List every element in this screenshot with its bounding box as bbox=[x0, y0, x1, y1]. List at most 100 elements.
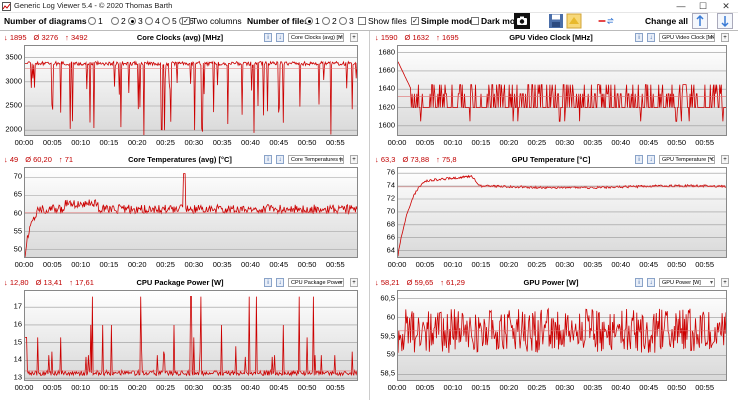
x-tick-label: 00:30 bbox=[555, 138, 575, 147]
stat-avg: Ø 59,65 bbox=[406, 278, 434, 287]
info-button[interactable]: i bbox=[635, 278, 643, 287]
diagram-stats: ↓ 63,3 Ø 73,88 ↑ 75,8 bbox=[375, 155, 464, 164]
x-tick-label: 00:40 bbox=[611, 260, 631, 269]
stat-avg: Ø 60,20 bbox=[25, 155, 52, 164]
toolbar: Number of diagrams 1 2 3 4 5 6 ✓ Two col… bbox=[0, 13, 738, 30]
diagram-menu-button[interactable]: + bbox=[721, 33, 729, 42]
diagram-title: GPU Power [W] bbox=[523, 278, 579, 287]
y-tick-label: 50 bbox=[13, 244, 22, 254]
diagram-header: ↓ 49 Ø 60,20 ↑ 71 Core Temperatures (avg) [… bbox=[0, 153, 360, 166]
diagram-menu-button[interactable]: + bbox=[350, 278, 358, 287]
arrow-up-icon[interactable] bbox=[692, 13, 708, 29]
series-select[interactable]: GPU Power [W] bbox=[659, 278, 715, 287]
diagram-panel-cpu-power: ↓ 12,80 Ø 13,41 ↑ 17,61 CPU Package Power [… bbox=[0, 276, 360, 394]
x-tick-label: 00:15 bbox=[471, 260, 491, 269]
stat-max: ↑ 3492 bbox=[65, 33, 88, 42]
toolbar-divider bbox=[0, 30, 738, 31]
info-button[interactable]: i bbox=[264, 33, 272, 42]
diagram-menu-button[interactable]: + bbox=[721, 155, 729, 164]
y-tick-label: 1660 bbox=[378, 65, 395, 75]
stat-avg: Ø 13,41 bbox=[35, 278, 63, 287]
stat-min: ↓ 1895 bbox=[4, 33, 27, 42]
dark-mode-checkbox[interactable] bbox=[471, 17, 479, 25]
diagram-stats: ↓ 12,80 Ø 13,41 ↑ 17,61 bbox=[4, 278, 101, 287]
maximize-button[interactable]: ☐ bbox=[698, 1, 708, 11]
series-select[interactable]: GPU Temperature [°C] bbox=[659, 155, 715, 164]
series-line bbox=[398, 174, 726, 257]
diagram-header: ↓ 1590 Ø 1632 ↑ 1695 GPU Video Clock [MHz] i… bbox=[371, 31, 731, 44]
info-button[interactable]: i bbox=[635, 33, 643, 42]
simple-mode-checkbox[interactable]: ✓ bbox=[411, 17, 419, 25]
show-files-checkbox[interactable] bbox=[358, 17, 366, 25]
arrow-down-button[interactable]: ↓ bbox=[647, 155, 655, 164]
diagram-header: ↓ 58,21 Ø 59,65 ↑ 61,29 GPU Power [W] i ↓ GPU … bbox=[371, 276, 731, 289]
y-tick-label: 55 bbox=[13, 226, 22, 236]
x-tick-label: 00:40 bbox=[241, 383, 260, 392]
y-tick-label: 13 bbox=[13, 372, 22, 382]
save-icon[interactable] bbox=[548, 13, 564, 29]
diagrams-option-1: 1 bbox=[98, 16, 103, 26]
arrow-down-button[interactable]: ↓ bbox=[276, 155, 284, 164]
x-tick-label: 00:35 bbox=[583, 260, 603, 269]
files-radio-2[interactable] bbox=[322, 17, 330, 25]
diagram-header: ↓ 1895 Ø 3276 ↑ 3492 Core Clocks (avg) [MHz… bbox=[0, 31, 360, 44]
minimize-button[interactable]: — bbox=[676, 1, 686, 11]
chart-plot-area[interactable] bbox=[397, 167, 727, 258]
diagrams-radio-4[interactable] bbox=[145, 17, 153, 25]
folder-icon[interactable] bbox=[566, 13, 582, 29]
arrow-down-button[interactable]: ↓ bbox=[647, 278, 655, 287]
camera-icon[interactable] bbox=[514, 13, 530, 29]
diagram-header: ↓ 63,3 Ø 73,88 ↑ 75,8 GPU Temperature [°C] i… bbox=[371, 153, 731, 166]
diagram-menu-button[interactable]: + bbox=[350, 155, 358, 164]
diagram-panel-gpu-video-clock: ↓ 1590 Ø 1632 ↑ 1695 GPU Video Clock [MHz] i… bbox=[371, 31, 731, 149]
y-tick-label: 76 bbox=[386, 167, 395, 177]
files-radio-3[interactable] bbox=[339, 17, 347, 25]
y-tick-label: 3500 bbox=[5, 52, 22, 62]
arrow-down-button[interactable]: ↓ bbox=[276, 33, 284, 42]
diagrams-option-4: 4 bbox=[155, 16, 160, 26]
chart-plot-area[interactable] bbox=[397, 290, 727, 381]
stat-max: ↑ 61,29 bbox=[440, 278, 465, 287]
x-tick-label: 00:50 bbox=[667, 383, 687, 392]
arrow-down-icon[interactable] bbox=[717, 13, 733, 29]
chart-plot-area[interactable] bbox=[24, 167, 358, 258]
chart-plot-area[interactable] bbox=[24, 290, 358, 381]
diagrams-radio-5[interactable] bbox=[162, 17, 170, 25]
files-radio-1[interactable] bbox=[305, 17, 313, 25]
chart-plot-area[interactable] bbox=[397, 45, 727, 136]
diagram-menu-button[interactable]: + bbox=[350, 33, 358, 42]
x-tick-label: 00:10 bbox=[443, 138, 463, 147]
x-tick-label: 00:45 bbox=[639, 260, 659, 269]
x-tick-label: 00:30 bbox=[555, 260, 575, 269]
x-tick-label: 00:00 bbox=[14, 138, 34, 147]
info-button[interactable]: i bbox=[264, 278, 272, 287]
series-select[interactable]: CPU Package Power [W] bbox=[288, 278, 344, 287]
diagrams-radio-1[interactable] bbox=[88, 17, 96, 25]
x-tick-label: 00:45 bbox=[639, 383, 659, 392]
info-button[interactable]: i bbox=[264, 155, 272, 164]
series-select[interactable]: Core Temperatures (avg) [°C] bbox=[288, 155, 344, 164]
x-tick-label: 00:10 bbox=[443, 383, 463, 392]
arrow-down-button[interactable]: ↓ bbox=[276, 278, 284, 287]
diagrams-radio-3[interactable] bbox=[128, 17, 136, 25]
diagrams-option-6: 6 bbox=[189, 16, 194, 26]
series-select[interactable]: GPU Video Clock [MHz] bbox=[659, 33, 715, 42]
diagrams-radio-2[interactable] bbox=[111, 17, 119, 25]
chart-plot-area[interactable] bbox=[24, 45, 358, 136]
y-tick-label: 72 bbox=[386, 193, 395, 203]
diagram-panel-gpu-power: ↓ 58,21 Ø 59,65 ↑ 61,29 GPU Power [W] i ↓ GPU … bbox=[371, 276, 731, 394]
x-tick-label: 00:55 bbox=[695, 383, 715, 392]
series-select[interactable]: Core Clocks (avg) [MHz] bbox=[288, 33, 344, 42]
x-tick-label: 00:55 bbox=[325, 138, 345, 147]
chart-svg bbox=[25, 296, 357, 379]
info-button[interactable]: i bbox=[635, 155, 643, 164]
line-swap-icon[interactable] bbox=[598, 13, 614, 29]
arrow-down-button[interactable]: ↓ bbox=[647, 33, 655, 42]
two-columns-checkbox[interactable]: ✓ bbox=[182, 17, 190, 25]
x-tick-label: 00:20 bbox=[127, 260, 147, 269]
y-tick-label: 68 bbox=[386, 219, 395, 229]
y-tick-label: 74 bbox=[386, 180, 395, 190]
diagram-menu-button[interactable]: + bbox=[721, 278, 729, 287]
close-button[interactable]: ✕ bbox=[722, 1, 730, 11]
stat-max: ↑ 1695 bbox=[436, 33, 459, 42]
